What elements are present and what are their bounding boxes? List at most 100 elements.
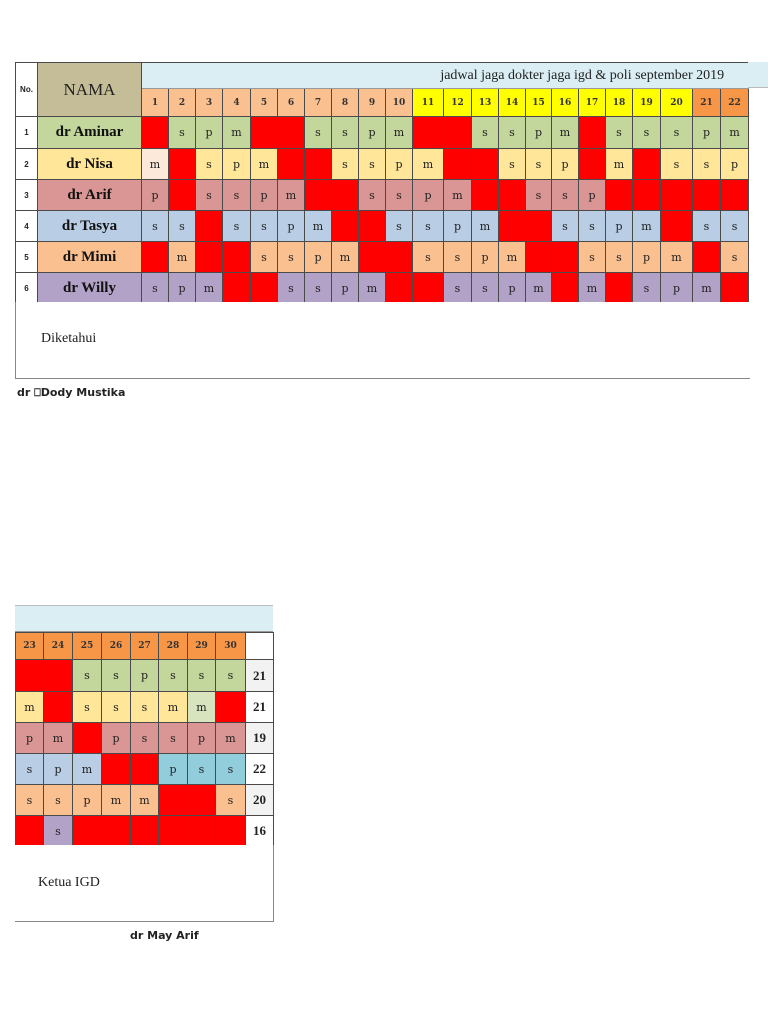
shift-cell[interactable] [130, 753, 159, 785]
shift-cell[interactable]: s [660, 148, 693, 180]
shift-cell[interactable] [385, 272, 413, 304]
shift-cell[interactable] [195, 241, 223, 273]
shift-cell[interactable]: s [632, 116, 661, 149]
shift-cell[interactable] [43, 659, 73, 692]
shift-cell[interactable]: m [719, 116, 750, 149]
shift-cell[interactable] [605, 179, 633, 211]
shift-cell[interactable] [632, 179, 661, 211]
shift-cell[interactable] [222, 272, 251, 304]
shift-cell[interactable]: s [250, 241, 278, 273]
shift-cell[interactable] [43, 691, 73, 723]
shift-cell[interactable]: s [551, 210, 579, 242]
shift-cell[interactable] [358, 241, 386, 273]
shift-cell[interactable]: m [72, 753, 102, 785]
shift-cell[interactable]: p [719, 148, 750, 180]
shift-cell[interactable]: m [215, 722, 246, 754]
shift-cell[interactable] [101, 815, 131, 847]
shift-cell[interactable]: m [412, 148, 444, 180]
shift-cell[interactable]: m [578, 272, 606, 304]
shift-cell[interactable] [443, 116, 472, 149]
shift-cell[interactable]: s [187, 753, 216, 785]
shift-cell[interactable]: m [277, 179, 305, 211]
shift-cell[interactable]: s [660, 116, 693, 149]
shift-cell[interactable]: m [443, 179, 472, 211]
shift-cell[interactable]: p [551, 148, 579, 180]
shift-cell[interactable]: m [331, 241, 359, 273]
shift-cell[interactable]: s [222, 179, 251, 211]
shift-cell[interactable]: p [498, 272, 526, 304]
shift-cell[interactable]: s [195, 148, 223, 180]
shift-cell[interactable]: p [195, 116, 223, 149]
shift-cell[interactable]: p [43, 753, 73, 785]
shift-cell[interactable] [719, 179, 750, 211]
shift-cell[interactable]: s [692, 210, 721, 242]
shift-cell[interactable]: m [250, 148, 278, 180]
shift-cell[interactable]: m [43, 722, 73, 754]
shift-cell[interactable] [443, 148, 472, 180]
shift-cell[interactable] [578, 116, 606, 149]
shift-cell[interactable]: m [471, 210, 499, 242]
shift-cell[interactable]: s [471, 272, 499, 304]
shift-cell[interactable] [215, 815, 246, 847]
shift-cell[interactable]: s [195, 179, 223, 211]
shift-cell[interactable]: s [101, 659, 131, 692]
shift-cell[interactable] [222, 241, 251, 273]
shift-cell[interactable]: m [304, 210, 332, 242]
shift-cell[interactable] [498, 210, 526, 242]
shift-cell[interactable]: m [101, 784, 131, 816]
shift-cell[interactable]: s [101, 691, 131, 723]
shift-cell[interactable]: p [632, 241, 661, 273]
shift-cell[interactable] [168, 148, 196, 180]
shift-cell[interactable]: p [471, 241, 499, 273]
shift-cell[interactable]: s [471, 116, 499, 149]
shift-cell[interactable]: s [358, 179, 386, 211]
shift-cell[interactable]: s [168, 116, 196, 149]
shift-cell[interactable]: s [578, 210, 606, 242]
shift-cell[interactable] [719, 272, 750, 304]
shift-cell[interactable]: s [215, 753, 246, 785]
shift-cell[interactable]: p [158, 753, 188, 785]
shift-cell[interactable] [72, 815, 102, 847]
shift-cell[interactable]: p [525, 116, 552, 149]
shift-cell[interactable] [331, 210, 359, 242]
shift-cell[interactable]: s [385, 210, 413, 242]
shift-cell[interactable]: s [719, 241, 750, 273]
shift-cell[interactable]: s [719, 210, 750, 242]
shift-cell[interactable] [692, 179, 721, 211]
shift-cell[interactable] [250, 272, 278, 304]
shift-cell[interactable]: m [158, 691, 188, 723]
shift-cell[interactable]: m [660, 241, 693, 273]
shift-cell[interactable]: p [222, 148, 251, 180]
shift-cell[interactable] [15, 659, 44, 692]
shift-cell[interactable]: s [525, 148, 552, 180]
shift-cell[interactable] [195, 210, 223, 242]
shift-cell[interactable] [141, 241, 169, 273]
shift-cell[interactable]: s [187, 659, 216, 692]
shift-cell[interactable] [471, 179, 499, 211]
shift-cell[interactable] [277, 148, 305, 180]
shift-cell[interactable]: s [222, 210, 251, 242]
shift-cell[interactable] [215, 691, 246, 723]
shift-cell[interactable] [632, 148, 661, 180]
shift-cell[interactable]: s [15, 784, 44, 816]
shift-cell[interactable]: s [130, 722, 159, 754]
shift-cell[interactable]: s [72, 691, 102, 723]
shift-cell[interactable]: s [443, 241, 472, 273]
shift-cell[interactable]: s [605, 116, 633, 149]
shift-cell[interactable]: p [277, 210, 305, 242]
shift-cell[interactable]: s [304, 272, 332, 304]
shift-cell[interactable]: p [72, 784, 102, 816]
shift-cell[interactable]: p [15, 722, 44, 754]
shift-cell[interactable]: p [304, 241, 332, 273]
shift-cell[interactable]: m [605, 148, 633, 180]
shift-cell[interactable]: m [141, 148, 169, 180]
shift-cell[interactable]: m [692, 272, 721, 304]
shift-cell[interactable] [578, 148, 606, 180]
shift-cell[interactable] [412, 116, 444, 149]
shift-cell[interactable]: s [250, 210, 278, 242]
shift-cell[interactable]: p [187, 722, 216, 754]
shift-cell[interactable] [158, 815, 188, 847]
shift-cell[interactable]: s [15, 753, 44, 785]
shift-cell[interactable]: m [168, 241, 196, 273]
shift-cell[interactable]: m [195, 272, 223, 304]
